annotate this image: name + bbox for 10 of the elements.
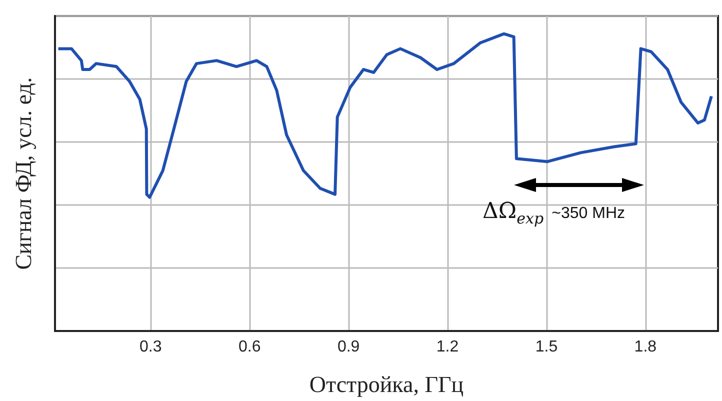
x-axis-title: Отстройка, ГГц <box>309 372 464 397</box>
x-tick-label: 0.3 <box>140 338 162 356</box>
x-tick-label: 1.8 <box>634 338 657 356</box>
x-tick-label: 1.2 <box>436 338 459 356</box>
annotation: ~350 MHz <box>552 205 625 222</box>
x-tick-label: 0.6 <box>238 338 261 356</box>
x-tick-label: 1.5 <box>535 338 558 356</box>
y-axis-title: Сигнал ФД, усл. ед. <box>11 77 36 270</box>
x-tick-label: 0.9 <box>337 338 360 356</box>
annotation: ΔΩ$_{exp}$ <box>482 199 544 228</box>
